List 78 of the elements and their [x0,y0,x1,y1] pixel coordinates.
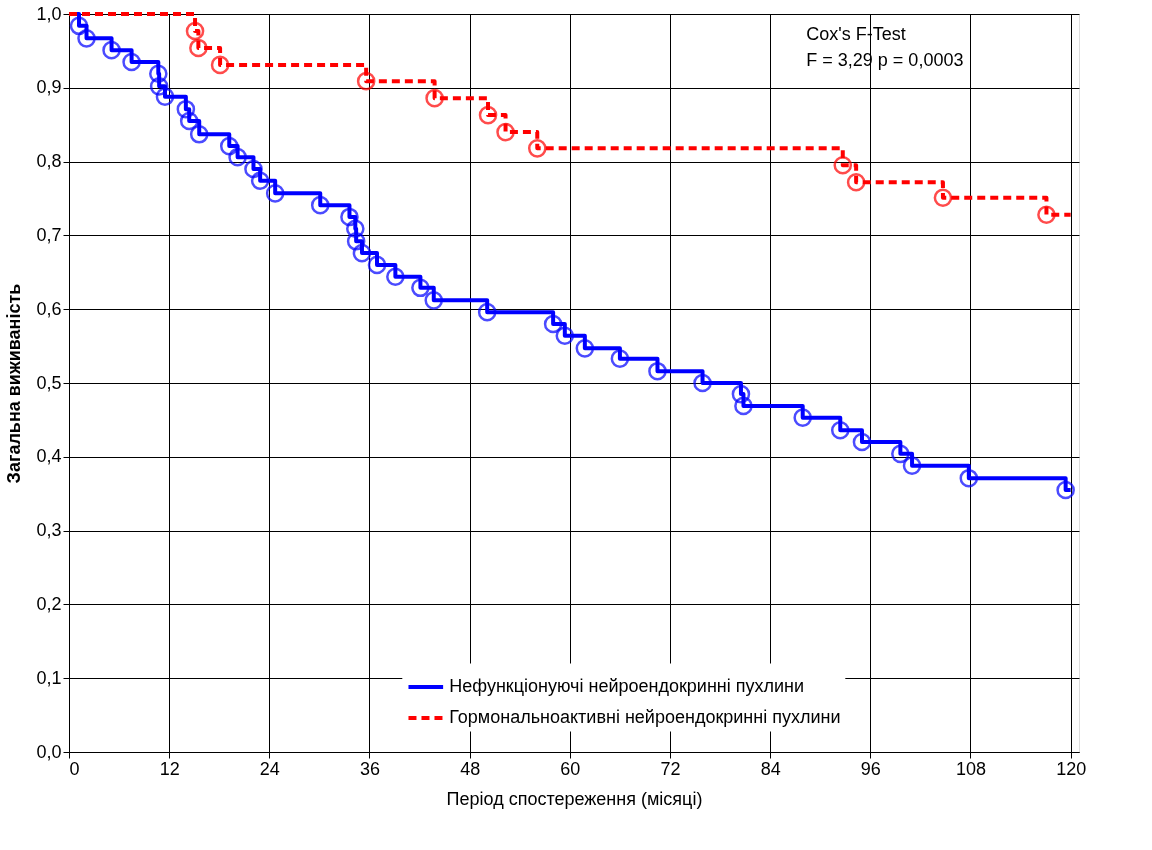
y-axis-title: Загальна виживаність [4,283,25,484]
point [852,432,872,452]
point [830,420,850,440]
point [731,384,751,404]
point [176,99,196,119]
point [424,291,444,310]
point [425,88,444,108]
point [477,302,497,322]
x-tick-label: 120 [1056,758,1087,779]
point [959,468,979,488]
point [77,29,96,48]
point [527,139,547,158]
point [793,408,813,427]
point [69,16,89,36]
point [244,159,263,179]
point [734,396,753,416]
point [846,172,866,192]
x-tick-label: 0 [69,758,80,779]
y-tick-label: 0,8 [36,151,62,172]
y-tick-label: 1,0 [36,3,62,24]
point [250,171,270,191]
y-tick-label: 0,7 [36,224,62,245]
point [902,456,922,475]
point [496,122,515,142]
point [345,219,365,239]
point [149,77,169,96]
point [833,155,853,175]
point [933,188,953,208]
point [228,147,247,167]
point [219,136,239,156]
point [478,105,498,125]
point [102,40,121,60]
x-tick-label: 48 [460,758,481,779]
legend-label: Нефункціонуючі нейроендокринні пухлини [449,675,805,696]
point [210,55,230,75]
x-tick-label: 84 [760,758,781,779]
legend-label: Гормональноактивні нейроендокринні пухлини [449,706,841,727]
y-tick-label: 0,2 [36,593,62,614]
point [891,444,910,464]
x-tick-label: 36 [359,758,381,779]
point [575,339,595,358]
point [352,243,372,263]
point [386,267,405,287]
point [179,111,199,131]
y-tick-label: 0,4 [36,446,62,467]
point [189,125,209,144]
x-axis-title: Період спостереження (місяці) [446,788,703,809]
point [648,361,667,381]
y-tick-label: 0,0 [36,741,62,762]
y-tick-label: 0,5 [36,372,62,393]
point [122,52,141,72]
point [189,38,208,58]
y-tick-label: 0,9 [36,77,62,98]
y-tick-label: 0,6 [36,298,62,319]
y-tick-label: 0,1 [36,667,62,688]
point [555,326,575,346]
point [411,278,430,298]
point [340,207,359,227]
point [185,21,205,41]
point [265,184,285,203]
x-tick-label: 108 [955,758,987,779]
point [346,232,366,251]
point [155,87,175,106]
point [1037,205,1056,225]
y-tick-label: 0,3 [36,520,62,541]
x-tick-label: 12 [159,758,180,779]
x-tick-label: 60 [560,758,581,779]
point [1056,480,1075,500]
point [356,71,376,91]
point [610,349,630,368]
point [310,195,330,215]
point [543,314,563,334]
x-tick-label: 72 [660,758,681,779]
point [367,255,387,275]
x-tick-label: 96 [860,758,881,779]
point [149,64,168,84]
x-tick-label: 24 [259,758,280,779]
point [693,373,712,393]
